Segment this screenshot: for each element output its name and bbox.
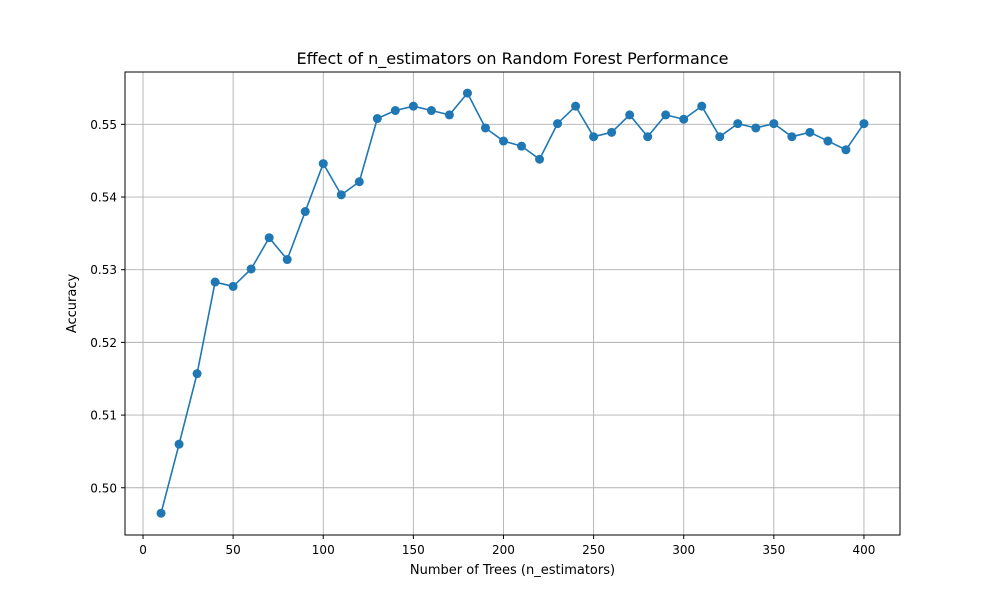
data-point: [336, 190, 346, 200]
data-point: [156, 508, 166, 518]
data-point: [462, 88, 472, 98]
data-point: [390, 106, 400, 116]
data-point: [859, 119, 869, 129]
data-point: [228, 281, 238, 291]
data-point: [517, 141, 527, 151]
data-point: [823, 136, 833, 146]
data-point: [589, 132, 599, 142]
data-point: [733, 119, 743, 129]
y-tick-label: 0.50: [90, 481, 117, 495]
data-point: [480, 123, 490, 133]
y-axis-label: Accuracy: [65, 274, 80, 334]
x-tick-label: 50: [225, 543, 240, 557]
data-point: [318, 159, 328, 169]
data-point: [300, 207, 310, 217]
data-point: [625, 110, 635, 120]
x-axis-label: Number of Trees (n_estimators): [410, 563, 615, 578]
data-point: [210, 277, 220, 287]
data-series: [156, 88, 869, 518]
x-tick-label: 300: [672, 543, 695, 557]
x-tick-label: 350: [762, 543, 785, 557]
data-point: [246, 264, 256, 274]
data-point: [408, 101, 418, 111]
data-point: [715, 132, 725, 142]
data-point: [571, 101, 581, 111]
data-point: [174, 439, 184, 449]
series-line: [160, 92, 865, 514]
y-tick-label: 0.54: [90, 191, 117, 205]
data-point: [841, 145, 851, 155]
y-tick-label: 0.51: [90, 409, 117, 423]
data-point: [697, 101, 707, 111]
data-point: [372, 114, 382, 124]
x-tick-label: 250: [582, 543, 605, 557]
data-point: [661, 110, 671, 120]
data-point: [787, 132, 797, 142]
data-point: [264, 233, 274, 243]
data-point: [354, 177, 364, 187]
x-tick-label: 150: [402, 543, 425, 557]
y-tick-label: 0.55: [90, 118, 117, 132]
x-tick-label: 0: [139, 543, 147, 557]
data-point: [643, 132, 653, 142]
data-point: [535, 154, 545, 164]
data-point: [282, 255, 292, 265]
data-point: [444, 110, 454, 120]
y-tick-label: 0.53: [90, 263, 117, 277]
data-point: [426, 106, 436, 116]
x-tick-label: 200: [492, 543, 515, 557]
data-point: [192, 369, 202, 379]
grid-lines: [125, 72, 900, 535]
x-tick-label: 100: [312, 543, 335, 557]
axis-ticks: 0 50 100 150 200 250 300 350 400 0.50 0.51 0.52 0.53…: [90, 118, 875, 557]
data-point: [769, 119, 779, 129]
data-point: [805, 127, 815, 137]
y-tick-label: 0.52: [90, 336, 117, 350]
x-tick-label: 400: [853, 543, 876, 557]
data-point: [679, 114, 689, 124]
data-point: [607, 127, 617, 137]
plot-frame: [124, 71, 901, 536]
data-point: [498, 136, 508, 146]
chart-title: Effect of n_estimators on Random Forest …: [296, 49, 728, 69]
data-point: [553, 119, 563, 129]
data-point: [751, 123, 761, 133]
